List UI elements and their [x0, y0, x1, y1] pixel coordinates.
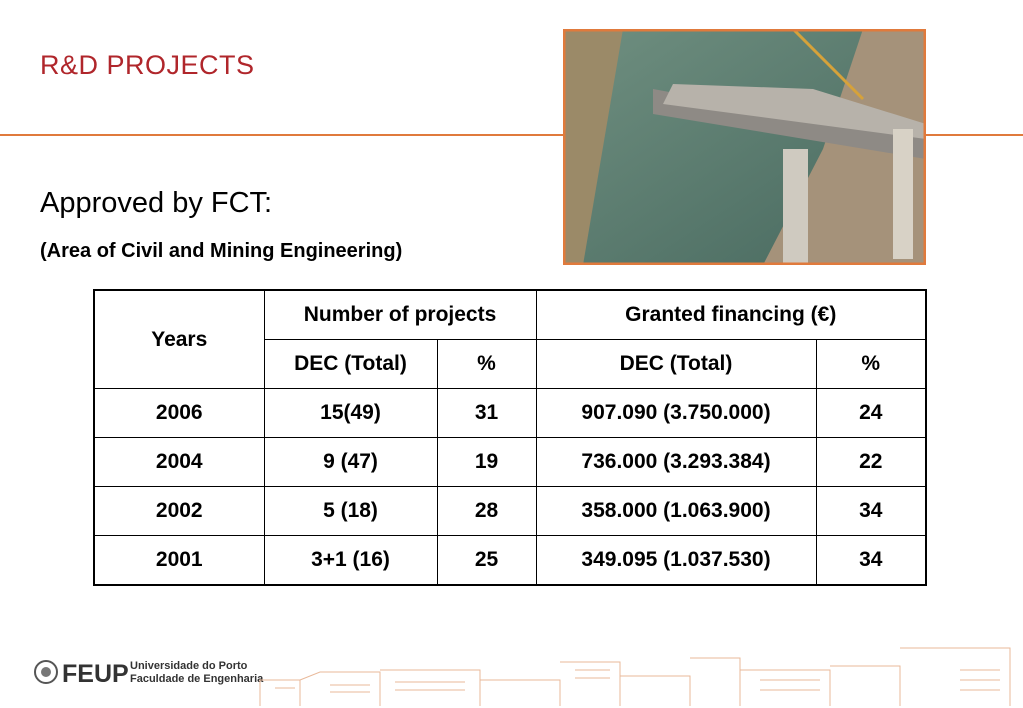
- header-cell: %: [436, 339, 537, 389]
- header-rule: [0, 134, 1023, 136]
- table-row: 2006 15(49) 31 907.090 (3.750.000) 24: [93, 388, 927, 438]
- subtitle: Approved by FCT:: [40, 187, 273, 219]
- table-cell: 2001: [93, 535, 265, 586]
- table-cell: 34: [815, 486, 927, 536]
- table-cell: 19: [436, 437, 537, 487]
- table-cell: 2002: [93, 486, 265, 536]
- table-cell: 349.095 (1.037.530): [535, 535, 817, 586]
- table-cell: 25: [436, 535, 537, 586]
- header-row: Years Number of projects Granted financi…: [93, 289, 927, 389]
- table-cell: 3+1 (16): [263, 535, 438, 586]
- header-cell: %: [815, 339, 927, 389]
- title: R&D PROJECTS: [40, 50, 255, 80]
- table-cell: 736.000 (3.293.384): [535, 437, 817, 487]
- table-cell: 15(49): [263, 388, 438, 438]
- footer-line: Faculdade de Engenharia: [130, 673, 264, 685]
- table-cell: 9 (47): [263, 437, 438, 487]
- header-cell: DEC (Total): [535, 339, 817, 389]
- header-cell: Years: [93, 289, 265, 389]
- footer-line: Universidade do Porto: [130, 660, 248, 672]
- table-cell: 28: [436, 486, 537, 536]
- table-cell: 31: [436, 388, 537, 438]
- footer-logo: FEUP: [62, 660, 129, 688]
- table-cell: 2006: [93, 388, 265, 438]
- header-row: DEC (Total)% DEC (Total)%: [94, 339, 927, 389]
- note: (Area of Civil and Mining Engineering): [40, 240, 403, 262]
- table-cell: 2004: [93, 437, 265, 487]
- table-cell: 5 (18): [263, 486, 438, 536]
- table-row: 2004 9 (47) 19 736.000 (3.293.384) 22: [93, 437, 927, 487]
- table-cell: 34: [815, 535, 927, 586]
- data-table: Years Number of projects Granted financi…: [93, 289, 927, 586]
- table-row: 2002 5 (18) 28 358.000 (1.063.900) 34: [93, 486, 927, 536]
- header-cell: Number of projects: [263, 289, 537, 340]
- table-cell: 907.090 (3.750.000): [535, 388, 817, 438]
- footer: FEUP Universidade do Porto Faculdade de …: [34, 647, 1011, 706]
- table-cell: 358.000 (1.063.900): [535, 486, 817, 536]
- table-row: 2001 3+1 (16) 25 349.095 (1.037.530) 34: [93, 535, 927, 586]
- table-cell: 22: [815, 437, 927, 487]
- header-cell: DEC (Total): [263, 339, 438, 389]
- photo: [563, 29, 926, 265]
- table-cell: 24: [815, 388, 927, 438]
- header-cell: Granted financing (€): [535, 289, 927, 340]
